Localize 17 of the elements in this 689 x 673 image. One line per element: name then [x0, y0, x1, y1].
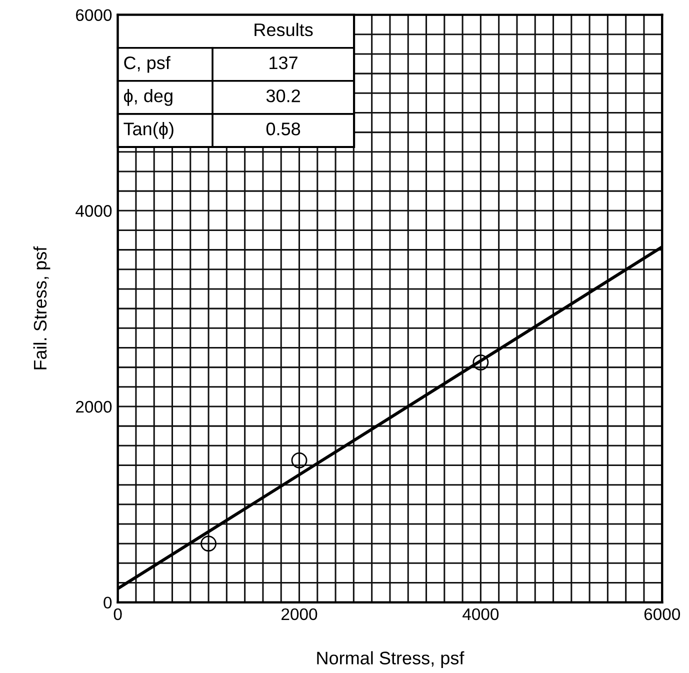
y-tick-label: 2000 — [76, 400, 112, 413]
annotation: 30.2 — [266, 89, 300, 102]
y-tick-label: 0 — [104, 596, 112, 609]
x-axis-title: Normal Stress, psf — [317, 651, 464, 668]
y-tick-label: 4000 — [76, 205, 112, 217]
annotation: ϕ, deg — [124, 89, 172, 106]
x-tick-label: 4000 — [462, 608, 499, 620]
annotation: 0.58 — [266, 122, 300, 136]
x-tick-label: 2000 — [282, 608, 318, 620]
annotation: Results — [254, 22, 313, 36]
annotation: Tan(ϕ) — [124, 122, 174, 139]
annotation: C, psf — [124, 56, 170, 73]
x-tick-label: 6000 — [644, 608, 680, 620]
annotation: 137 — [270, 56, 298, 70]
y-tick-label: 6000 — [76, 9, 112, 22]
y-axis-title: Fail. Stress, psf — [33, 246, 50, 370]
x-tick-label: 0 — [114, 608, 122, 620]
